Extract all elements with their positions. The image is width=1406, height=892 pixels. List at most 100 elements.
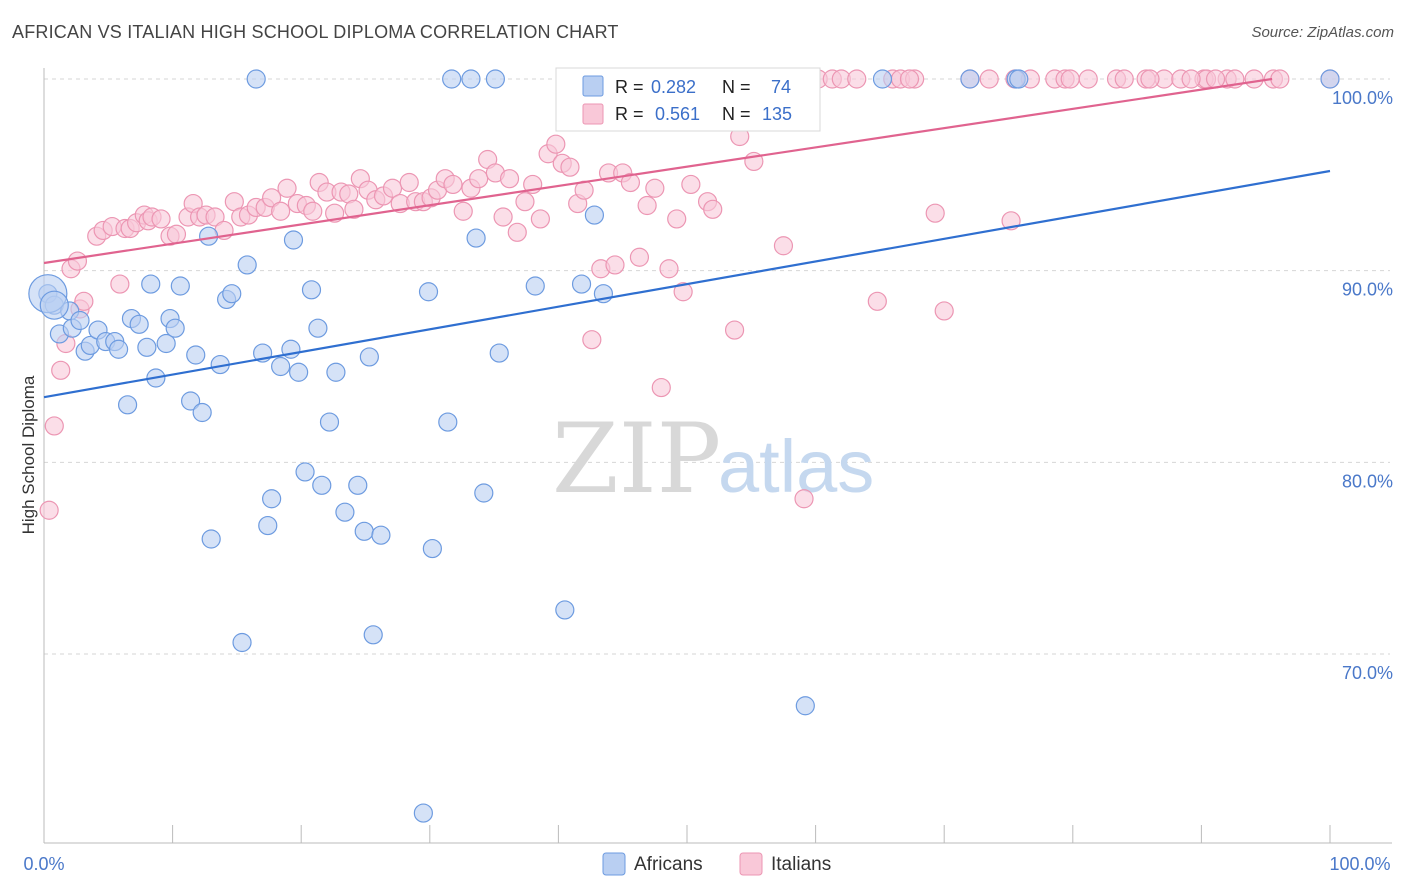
point-africans — [1320, 69, 1340, 89]
point-africans — [335, 502, 355, 522]
point-italians — [651, 377, 671, 398]
point-africans — [326, 362, 346, 382]
watermark: ZIP atlas — [552, 403, 874, 515]
point-africans — [129, 314, 149, 334]
point-italians — [399, 172, 419, 193]
point-italians — [344, 199, 364, 219]
point-africans — [289, 362, 309, 382]
point-africans — [489, 343, 509, 363]
point-italians — [277, 178, 297, 198]
point-italians — [166, 224, 187, 244]
point-italians — [681, 174, 701, 195]
point-africans — [283, 230, 304, 250]
point-africans — [348, 475, 368, 495]
point-italians — [74, 291, 94, 311]
y-tick-label: 100.0% — [1332, 88, 1393, 108]
point-africans — [442, 69, 462, 89]
point-italians — [703, 199, 723, 219]
x-tick-labels: 0.0% 100.0% — [23, 854, 1390, 874]
point-africans — [795, 696, 815, 716]
point-africans — [137, 337, 157, 357]
point-africans — [1009, 69, 1029, 89]
point-italians — [67, 251, 88, 271]
point-africans — [186, 345, 206, 365]
point-africans — [232, 632, 252, 653]
y-tick-labels: 100.0% 90.0% 80.0% 70.0% — [1332, 88, 1393, 683]
point-italians — [637, 195, 657, 216]
source-label: Source: ZipAtlas.com — [1251, 24, 1394, 41]
y-tick-label: 90.0% — [1342, 280, 1393, 300]
point-italians — [499, 169, 520, 189]
point-africans — [319, 412, 340, 432]
point-italians — [560, 157, 580, 177]
point-italians — [546, 134, 566, 154]
point-africans — [246, 69, 266, 89]
stats-n-label-africans: N = — [722, 77, 751, 97]
stats-r-value-italians: 0.561 — [655, 104, 700, 124]
point-italians — [382, 178, 403, 198]
point-africans — [422, 538, 442, 559]
x-tick-label: 100.0% — [1329, 854, 1390, 874]
point-italians — [794, 489, 814, 509]
point-italians — [507, 222, 527, 242]
point-africans — [485, 69, 505, 89]
point-africans — [181, 391, 201, 411]
point-italians — [262, 188, 282, 208]
legend-label-africans[interactable]: Africans — [634, 854, 703, 875]
stats-n-value-italians: 135 — [762, 104, 792, 124]
point-italians — [724, 320, 745, 340]
point-africans — [262, 489, 282, 509]
point-africans — [222, 284, 242, 304]
point-italians — [1140, 69, 1160, 89]
point-italians — [1181, 69, 1201, 89]
point-italians — [925, 203, 945, 223]
point-italians — [271, 201, 291, 221]
gridlines — [44, 78, 1390, 655]
legend-swatch-italians[interactable] — [739, 852, 763, 876]
point-africans — [466, 228, 486, 248]
point-italians — [469, 169, 489, 189]
y-tick-label: 70.0% — [1342, 663, 1393, 683]
point-africans — [474, 483, 494, 503]
stats-r-label-italians: R = — [615, 104, 644, 124]
stats-legend: R = 0.282 N = 74 R = 0.561 N = 135 — [555, 67, 821, 132]
point-italians — [659, 259, 679, 279]
point-africans — [201, 529, 221, 549]
y-tick-label: 80.0% — [1342, 471, 1393, 491]
point-africans-large — [39, 290, 69, 320]
legend-label-italians[interactable]: Italians — [771, 854, 831, 875]
trendline-africans — [43, 169, 1331, 399]
point-italians — [1060, 69, 1080, 89]
stats-r-label-africans: R = — [615, 77, 644, 97]
point-italians — [51, 360, 71, 380]
point-africans — [571, 274, 592, 294]
point-italians — [667, 209, 687, 229]
point-italians — [673, 282, 693, 302]
point-italians — [453, 201, 473, 221]
point-italians — [620, 172, 641, 193]
bottom-legend: Africans Italians — [602, 852, 831, 876]
point-africans — [156, 333, 176, 354]
point-africans — [108, 339, 129, 359]
point-africans — [371, 525, 391, 545]
stats-swatch-africans — [582, 75, 604, 97]
point-africans — [525, 276, 545, 296]
stats-n-value-africans: 74 — [771, 77, 791, 97]
point-africans — [555, 600, 575, 620]
point-africans — [199, 226, 219, 246]
point-africans — [301, 280, 322, 300]
y-axis-label: High School Diploma — [19, 375, 38, 534]
point-italians — [1078, 69, 1098, 89]
point-italians — [629, 247, 650, 267]
point-africans — [258, 515, 278, 536]
point-italians — [325, 203, 345, 223]
point-africans — [363, 625, 383, 645]
point-africans — [418, 282, 439, 302]
legend-swatch-africans[interactable] — [602, 852, 626, 876]
point-africans — [413, 803, 433, 823]
stats-r-value-africans: 0.282 — [651, 77, 696, 97]
point-africans — [359, 347, 379, 367]
point-italians — [605, 255, 625, 275]
point-africans — [165, 318, 185, 338]
